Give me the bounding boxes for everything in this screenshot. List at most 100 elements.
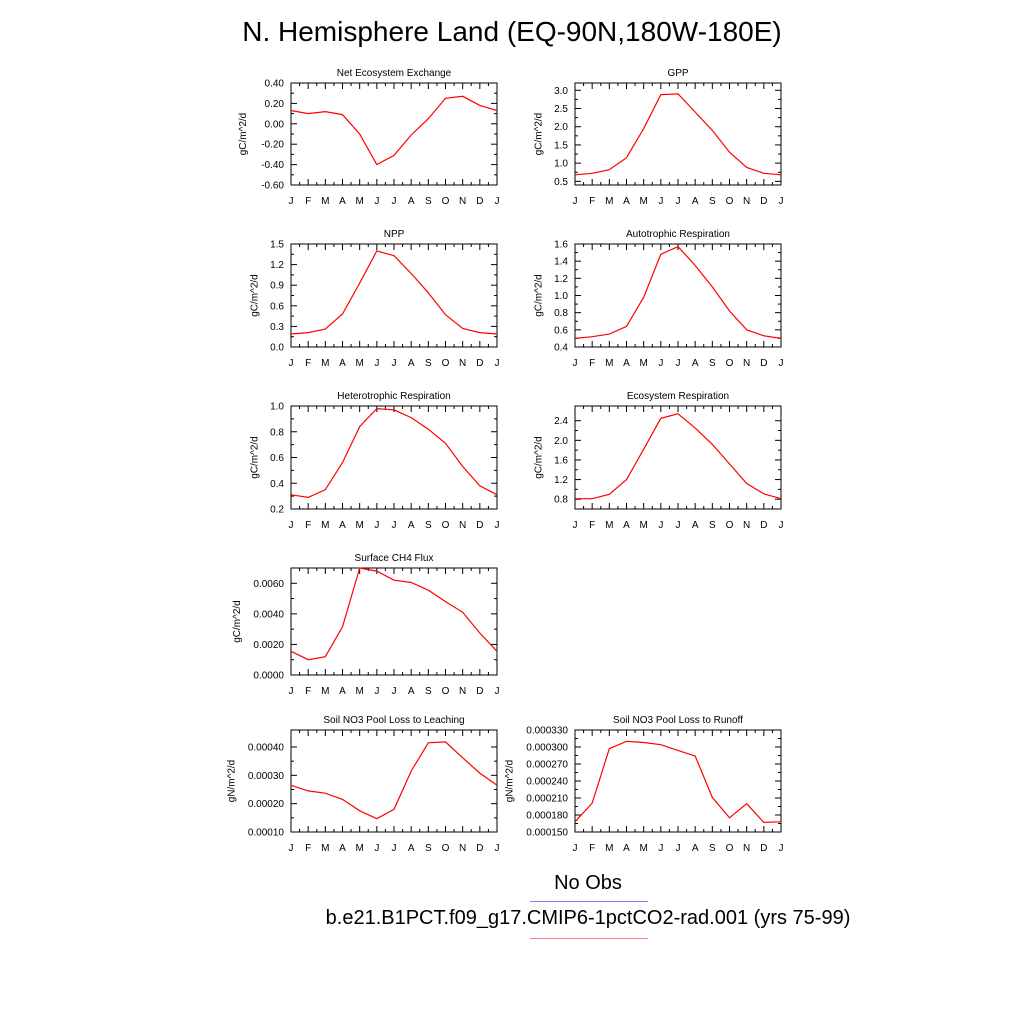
x-tick-label: D bbox=[476, 358, 483, 369]
series-line bbox=[574, 93, 782, 176]
y-tick-label: 0.2 bbox=[270, 505, 284, 516]
x-tick-label: D bbox=[760, 520, 767, 531]
x-tick-label: F bbox=[589, 358, 595, 369]
x-tick-label: J bbox=[374, 358, 379, 369]
x-tick-label: N bbox=[743, 843, 750, 854]
y-tick-label: 1.2 bbox=[554, 274, 568, 285]
plot-frame bbox=[574, 405, 782, 510]
x-tick-label: M bbox=[321, 358, 329, 369]
x-tick-label: A bbox=[692, 196, 699, 207]
x-tick-label: O bbox=[442, 196, 450, 207]
legend-obs-label: No Obs bbox=[554, 872, 622, 894]
x-tick-label: A bbox=[339, 843, 346, 854]
x-tick-label: J bbox=[573, 358, 578, 369]
x-tick-label: J bbox=[573, 520, 578, 531]
y-tick-label: 0.40 bbox=[265, 79, 285, 90]
x-tick-label: F bbox=[305, 686, 311, 697]
y-tick-label: 0.0000 bbox=[253, 671, 284, 682]
x-tick-label: A bbox=[339, 686, 346, 697]
series-line bbox=[290, 407, 498, 499]
x-tick-label: J bbox=[676, 196, 681, 207]
series-line bbox=[290, 741, 498, 820]
x-tick-label: F bbox=[305, 358, 311, 369]
y-tick-label: 2.5 bbox=[554, 104, 568, 115]
x-tick-label: A bbox=[408, 196, 415, 207]
x-tick-label: M bbox=[321, 196, 329, 207]
x-tick-label: J bbox=[374, 196, 379, 207]
y-tick-label: 0.00 bbox=[265, 119, 285, 130]
y-tick-label: 0.8 bbox=[554, 495, 568, 506]
y-axis-label: gC/m^2/d bbox=[250, 274, 261, 317]
x-tick-label: D bbox=[760, 196, 767, 207]
x-tick-label: A bbox=[408, 686, 415, 697]
y-tick-label: -0.60 bbox=[261, 181, 284, 192]
y-tick-label: 0.0020 bbox=[253, 640, 284, 651]
y-tick-label: 1.5 bbox=[270, 240, 284, 251]
x-tick-label: M bbox=[355, 196, 363, 207]
x-tick-label: S bbox=[425, 358, 432, 369]
y-tick-label: 0.000210 bbox=[526, 794, 568, 805]
x-tick-label: M bbox=[355, 520, 363, 531]
x-tick-label: D bbox=[476, 196, 483, 207]
chart-title: Soil NO3 Pool Loss to Runoff bbox=[613, 715, 743, 726]
x-tick-label: O bbox=[726, 196, 734, 207]
series-line bbox=[290, 567, 498, 661]
y-tick-label: 1.6 bbox=[554, 240, 568, 251]
y-tick-label: 0.0060 bbox=[253, 579, 284, 590]
x-tick-label: J bbox=[289, 196, 294, 207]
series-line bbox=[575, 413, 782, 500]
x-tick-label: N bbox=[459, 358, 466, 369]
x-tick-label: J bbox=[658, 196, 663, 207]
y-tick-label: 0.000180 bbox=[526, 811, 568, 822]
y-axis-label: gC/m^2/d bbox=[534, 113, 545, 156]
x-tick-label: J bbox=[374, 520, 379, 531]
y-axis-label: gC/m^2/d bbox=[250, 436, 261, 479]
chart-title: Soil NO3 Pool Loss to Leaching bbox=[323, 715, 464, 726]
x-tick-label: J bbox=[374, 843, 379, 854]
x-tick-label: O bbox=[442, 358, 450, 369]
x-tick-label: F bbox=[305, 520, 311, 531]
chart-title: GPP bbox=[667, 68, 688, 79]
series-line bbox=[574, 740, 782, 824]
chart-title: Net Ecosystem Exchange bbox=[337, 68, 452, 79]
x-tick-label: O bbox=[726, 358, 734, 369]
y-tick-label: 0.00030 bbox=[248, 771, 285, 782]
y-tick-label: 0.9 bbox=[270, 281, 284, 292]
x-tick-label: J bbox=[573, 843, 578, 854]
x-tick-label: M bbox=[605, 520, 613, 531]
x-tick-label: M bbox=[321, 686, 329, 697]
x-tick-label: M bbox=[639, 843, 647, 854]
y-tick-label: 1.6 bbox=[554, 455, 568, 466]
x-tick-label: J bbox=[495, 686, 500, 697]
x-tick-label: D bbox=[760, 843, 767, 854]
y-tick-label: 0.3 bbox=[270, 322, 284, 333]
x-tick-label: N bbox=[459, 196, 466, 207]
x-tick-label: M bbox=[605, 196, 613, 207]
y-tick-label: -0.40 bbox=[261, 160, 284, 171]
x-tick-label: A bbox=[408, 843, 415, 854]
x-tick-label: A bbox=[408, 520, 415, 531]
x-tick-label: N bbox=[459, 843, 466, 854]
plot-frame bbox=[574, 729, 782, 833]
page-title: N. Hemisphere Land (EQ-90N,180W-180E) bbox=[242, 16, 782, 47]
y-axis-label: gC/m^2/d bbox=[232, 600, 243, 643]
x-tick-label: O bbox=[442, 843, 450, 854]
x-tick-label: J bbox=[658, 520, 663, 531]
x-tick-label: S bbox=[709, 358, 716, 369]
x-tick-label: O bbox=[726, 843, 734, 854]
x-tick-label: A bbox=[692, 358, 699, 369]
x-tick-label: M bbox=[321, 843, 329, 854]
y-tick-label: 0.00040 bbox=[248, 743, 285, 754]
x-tick-label: M bbox=[605, 843, 613, 854]
x-tick-label: F bbox=[305, 843, 311, 854]
y-axis-label: gN/m^2/d bbox=[505, 760, 516, 803]
y-tick-label: 3.0 bbox=[554, 86, 568, 97]
x-tick-label: S bbox=[425, 520, 432, 531]
x-tick-label: J bbox=[779, 196, 784, 207]
y-tick-label: 2.0 bbox=[554, 122, 568, 133]
chart-title: Autotrophic Respiration bbox=[626, 229, 730, 240]
x-tick-label: J bbox=[676, 520, 681, 531]
x-tick-label: A bbox=[339, 196, 346, 207]
x-tick-label: J bbox=[495, 358, 500, 369]
x-tick-label: J bbox=[289, 358, 294, 369]
